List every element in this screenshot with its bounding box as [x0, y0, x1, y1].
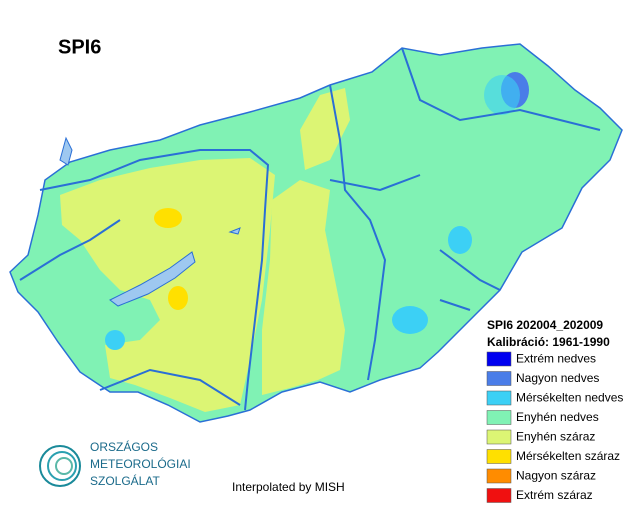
logo-mark	[39, 445, 81, 487]
dry-region-central	[262, 180, 345, 395]
legend-swatch	[486, 488, 512, 503]
legend-label: Mérsékelten száraz	[516, 449, 620, 463]
wet-zone	[448, 226, 472, 254]
legend-label: Extrém száraz	[516, 488, 593, 502]
lake-balaton	[109, 251, 196, 307]
legend-items: Extrém nedves Nagyon nedves Mérsékelten ne…	[486, 351, 623, 503]
dry-spot	[154, 208, 182, 228]
wet-zone	[105, 330, 125, 350]
logo-text: SZOLGÁLAT	[90, 473, 160, 488]
legend-title: SPI6 202004_202009	[487, 318, 603, 332]
rivers	[19, 47, 601, 411]
legend-label: Extrém nedves	[516, 352, 596, 366]
credit: Interpolated by MISH	[232, 480, 345, 494]
dry-region-north	[300, 88, 350, 170]
legend-swatch	[486, 410, 512, 425]
legend-swatch	[486, 351, 512, 367]
legend-label: Nagyon nedves	[516, 371, 599, 385]
legend-swatch	[486, 468, 512, 484]
dry-spot	[168, 286, 188, 310]
logo-text: METEOROLÓGIAI	[90, 456, 191, 471]
legend-swatch	[486, 429, 512, 445]
legend-subtitle: Kalibráció: 1961-1990	[487, 335, 610, 349]
hungary-map	[9, 43, 623, 423]
logo: ORSZÁGOS METEOROLÓGIAI SZOLGÁLAT	[39, 439, 191, 488]
lake-ferto	[59, 136, 73, 166]
legend-label: Enyhén nedves	[516, 410, 599, 424]
lake-velence	[228, 227, 241, 235]
legend-swatch	[486, 449, 512, 464]
logo-text: ORSZÁGOS	[90, 439, 158, 454]
legend-label: Nagyon száraz	[516, 469, 596, 483]
legend-swatch	[486, 390, 512, 406]
map-title: SPI6	[58, 36, 101, 58]
legend: SPI6 202004_202009 Kalibráció: 1961-1990…	[486, 318, 623, 503]
wet-zone	[392, 306, 428, 334]
legend-swatch	[486, 371, 512, 386]
wet-zone	[484, 75, 520, 115]
legend-label: Enyhén száraz	[516, 430, 595, 444]
legend-label: Mérsékelten nedves	[516, 391, 623, 405]
